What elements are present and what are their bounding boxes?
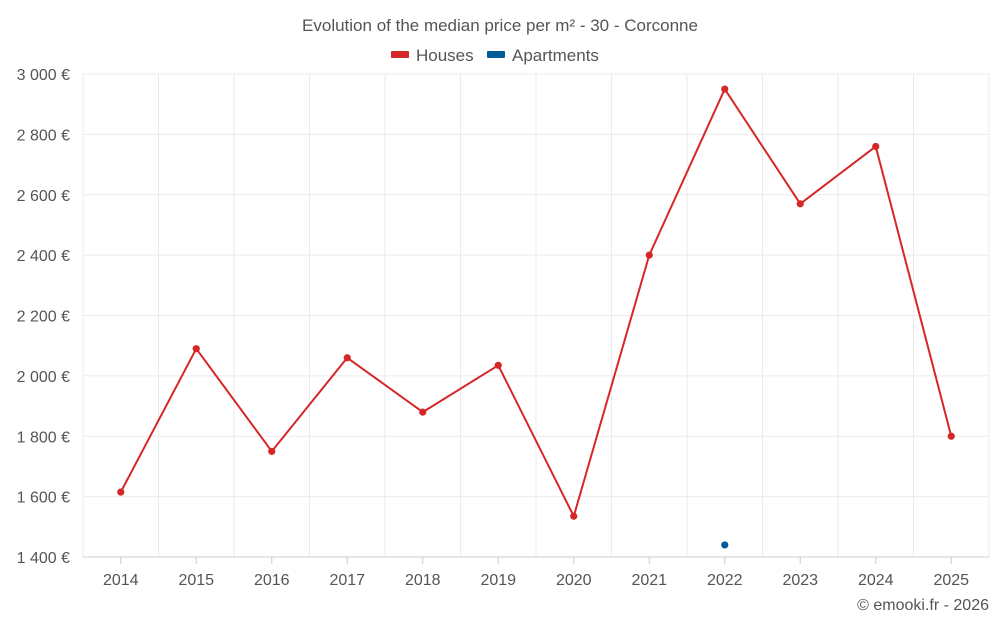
legend: Houses Apartments bbox=[391, 46, 599, 65]
y-tick-label: 2 200 € bbox=[17, 309, 70, 326]
series bbox=[117, 85, 955, 549]
grid bbox=[82, 73, 990, 557]
x-tick-label: 2017 bbox=[329, 572, 365, 589]
data-point-houses[interactable] bbox=[268, 447, 276, 455]
data-point-houses[interactable] bbox=[570, 512, 578, 520]
data-point-houses[interactable] bbox=[796, 200, 804, 208]
x-tick-label: 2014 bbox=[103, 572, 139, 589]
y-tick-label: 3 000 € bbox=[17, 67, 70, 84]
data-point-houses[interactable] bbox=[645, 251, 653, 259]
x-tick-label: 2022 bbox=[707, 572, 743, 589]
y-tick-label: 2 600 € bbox=[17, 188, 70, 205]
data-point-houses[interactable] bbox=[494, 361, 502, 369]
x-tick-label: 2025 bbox=[933, 572, 969, 589]
y-tick-label: 1 400 € bbox=[17, 550, 70, 567]
y-tick-label: 1 600 € bbox=[17, 490, 70, 507]
data-point-houses[interactable] bbox=[872, 142, 880, 151]
x-tick-label: 2024 bbox=[858, 572, 894, 589]
data-point-houses[interactable] bbox=[117, 488, 125, 496]
x-tick-label: 2019 bbox=[480, 572, 516, 589]
chart-title: Evolution of the median price per m² - 3… bbox=[302, 16, 698, 35]
legend-label-apartments: Apartments bbox=[512, 46, 599, 65]
x-tick-label: 2021 bbox=[631, 572, 667, 589]
y-tick-label: 1 800 € bbox=[17, 429, 70, 446]
data-point-houses[interactable] bbox=[947, 432, 955, 440]
series-line-houses bbox=[119, 88, 953, 518]
data-point-houses[interactable] bbox=[343, 354, 351, 362]
credit-text: © emooki.fr - 2026 bbox=[857, 597, 989, 614]
legend-item-apartments[interactable]: Apartments bbox=[487, 46, 599, 65]
y-tick-label: 2 400 € bbox=[17, 248, 70, 265]
data-point-apartments[interactable] bbox=[721, 541, 729, 549]
data-point-houses[interactable] bbox=[419, 408, 427, 416]
x-tick-label: 2020 bbox=[556, 572, 592, 589]
y-tick-label: 2 000 € bbox=[17, 369, 70, 386]
legend-swatch-houses bbox=[391, 51, 409, 58]
x-tick-label: 2015 bbox=[178, 572, 214, 589]
legend-label-houses: Houses bbox=[416, 46, 474, 65]
axes: 1 400 € 1 600 € 1 800 € 2 000 € 2 200 € 2 400… bbox=[17, 67, 989, 589]
x-tick-label: 2018 bbox=[405, 572, 441, 589]
y-tick-label: 2 800 € bbox=[17, 127, 70, 144]
x-tick-label: 2016 bbox=[254, 572, 290, 589]
legend-swatch-apartments bbox=[487, 51, 505, 58]
data-point-houses[interactable] bbox=[721, 85, 729, 93]
legend-item-houses[interactable]: Houses bbox=[391, 46, 474, 65]
x-tick-label: 2023 bbox=[782, 572, 818, 589]
data-point-houses[interactable] bbox=[192, 345, 200, 353]
